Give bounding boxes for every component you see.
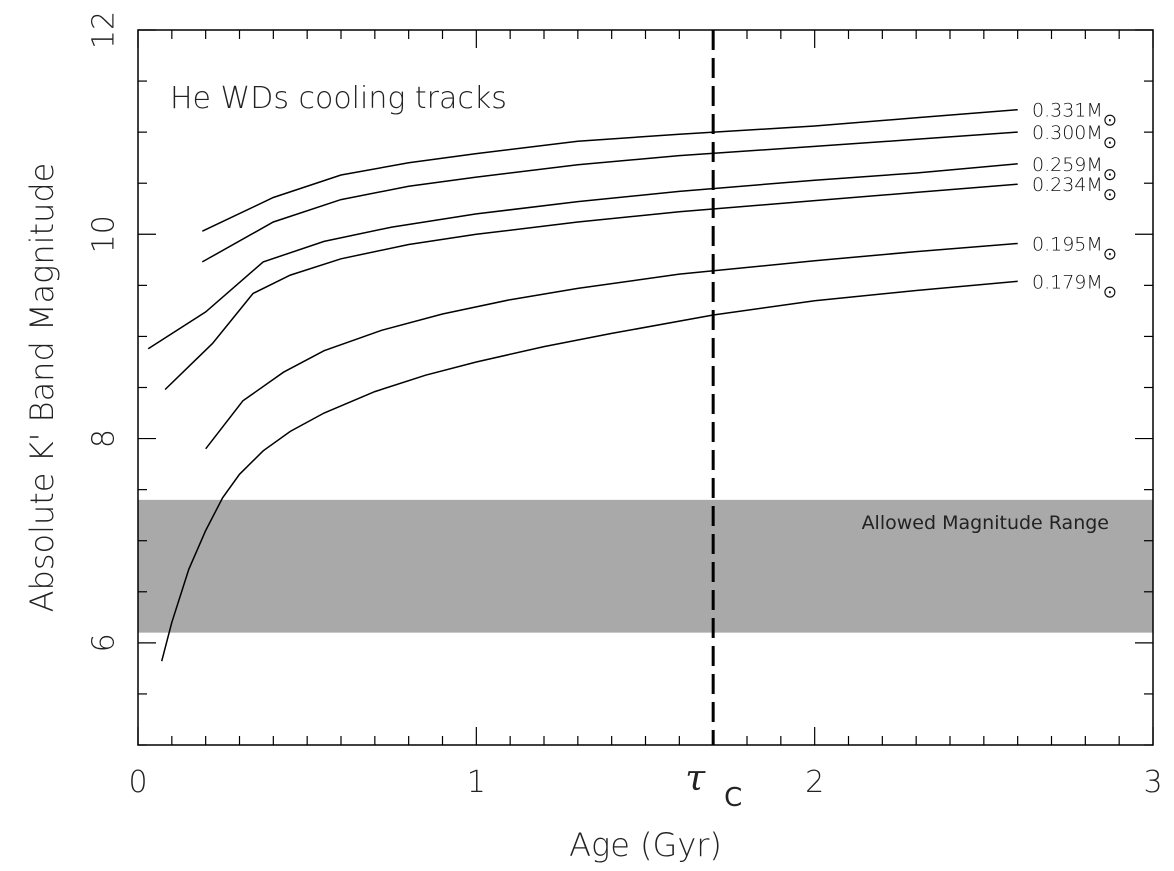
series-label-5: 0.179M⊙ bbox=[1032, 271, 1117, 302]
series-line-3 bbox=[164, 183, 1018, 391]
tau-c-label: τ bbox=[685, 758, 706, 799]
series-name-0: 0.331M bbox=[1032, 100, 1103, 122]
series-name-2: 0.259M bbox=[1032, 154, 1103, 176]
tau-c-subscript: C bbox=[724, 783, 742, 813]
x-tick-label: 1 bbox=[467, 765, 486, 800]
x-axis-title: Age (Gyr) bbox=[569, 826, 722, 864]
series-label-0: 0.331M⊙ bbox=[1032, 100, 1117, 131]
series-line-5 bbox=[160, 280, 1018, 662]
solar-symbol-icon: ⊙ bbox=[1103, 185, 1117, 205]
solar-symbol-icon: ⊙ bbox=[1103, 165, 1117, 185]
y-tick-label: 12 bbox=[87, 11, 122, 49]
allowed-range-band bbox=[138, 499, 1153, 633]
allowed-range-label: Allowed Magnitude Range bbox=[862, 512, 1109, 534]
series-line-4 bbox=[205, 242, 1018, 450]
y-tick-label: 10 bbox=[87, 215, 122, 253]
series-name-3: 0.234M bbox=[1032, 174, 1103, 196]
series-label-1: 0.300M⊙ bbox=[1032, 122, 1117, 153]
series-label-3: 0.234M⊙ bbox=[1032, 174, 1117, 205]
axes-layer bbox=[137, 29, 1154, 746]
y-tick-label: 6 bbox=[87, 633, 122, 652]
x-tick-label: 3 bbox=[1143, 765, 1162, 800]
series-layer bbox=[147, 108, 1018, 662]
allowed-range-layer bbox=[138, 499, 1153, 633]
solar-symbol-icon: ⊙ bbox=[1103, 282, 1117, 302]
y-tick-label: 8 bbox=[87, 429, 122, 448]
series-line-1 bbox=[201, 131, 1018, 263]
series-name-4: 0.195M bbox=[1032, 233, 1103, 255]
x-tick-label: 0 bbox=[128, 765, 147, 800]
text-layer: Allowed Magnitude Range0.331M⊙0.300M⊙0.2… bbox=[23, 11, 1163, 864]
series-line-2 bbox=[147, 163, 1018, 350]
series-label-4: 0.195M⊙ bbox=[1032, 233, 1117, 264]
series-label-2: 0.259M⊙ bbox=[1032, 154, 1117, 185]
solar-symbol-icon: ⊙ bbox=[1103, 133, 1117, 153]
series-name-1: 0.300M bbox=[1032, 122, 1103, 144]
series-line-0 bbox=[201, 108, 1018, 232]
y-axis-title: Absolute K' Band Magnitude bbox=[23, 163, 61, 613]
cooling-tracks-annotation: He WDs cooling tracks bbox=[170, 81, 507, 116]
solar-symbol-icon: ⊙ bbox=[1103, 244, 1117, 264]
series-name-5: 0.179M bbox=[1032, 271, 1103, 293]
x-tick-label: 2 bbox=[805, 765, 824, 800]
solar-symbol-icon: ⊙ bbox=[1103, 111, 1117, 131]
